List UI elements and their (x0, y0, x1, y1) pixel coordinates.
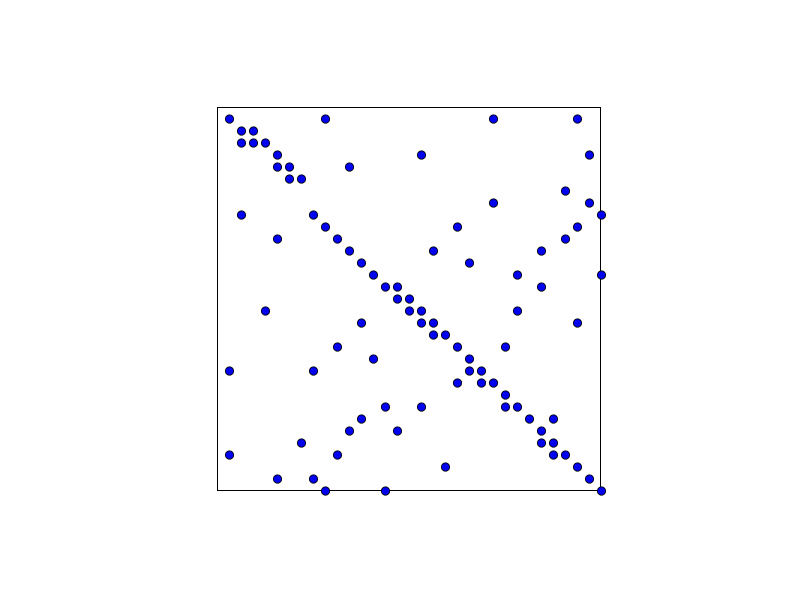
data-point-16 (368, 270, 379, 280)
data-point-80 (344, 426, 355, 436)
data-point-11 (308, 210, 319, 220)
data-point-47 (572, 114, 583, 124)
data-point-81 (392, 426, 403, 436)
data-point-72 (368, 354, 379, 364)
data-point-83 (332, 450, 343, 460)
data-point-86 (272, 474, 283, 484)
data-point-58 (560, 234, 571, 244)
data-point-14 (344, 246, 355, 256)
data-point-4 (248, 138, 259, 148)
data-point-23 (416, 318, 427, 328)
data-point-82 (296, 438, 307, 448)
data-point-88 (320, 486, 331, 496)
data-point-44 (596, 486, 607, 496)
data-point-45 (320, 114, 331, 124)
data-point-36 (524, 414, 535, 424)
data-point-29 (464, 366, 475, 376)
data-point-49 (344, 162, 355, 172)
data-point-35 (512, 402, 523, 412)
data-point-6 (272, 150, 283, 160)
data-point-48 (416, 150, 427, 160)
data-point-69 (572, 318, 583, 328)
data-point-31 (476, 378, 487, 388)
data-point-64 (596, 270, 607, 280)
data-point-28 (464, 354, 475, 364)
data-point-70 (332, 342, 343, 352)
data-points (224, 114, 607, 496)
data-point-62 (464, 258, 475, 268)
data-point-24 (428, 318, 439, 328)
data-point-22 (416, 306, 427, 316)
data-point-61 (536, 246, 547, 256)
data-point-63 (512, 270, 523, 280)
data-point-1 (236, 126, 247, 136)
data-point-85 (440, 462, 451, 472)
data-point-52 (488, 198, 499, 208)
data-point-33 (500, 390, 511, 400)
data-point-13 (332, 234, 343, 244)
data-point-67 (512, 306, 523, 316)
data-point-76 (380, 402, 391, 412)
data-point-73 (224, 366, 235, 376)
data-point-2 (248, 126, 259, 136)
data-point-30 (476, 366, 487, 376)
data-point-57 (572, 222, 583, 232)
data-point-42 (572, 462, 583, 472)
data-point-39 (548, 438, 559, 448)
data-point-54 (596, 210, 607, 220)
data-point-7 (272, 162, 283, 172)
data-point-79 (548, 414, 559, 424)
data-point-5 (260, 138, 271, 148)
data-point-38 (536, 438, 547, 448)
data-point-68 (356, 318, 367, 328)
data-point-32 (488, 378, 499, 388)
data-point-20 (404, 294, 415, 304)
data-point-51 (560, 186, 571, 196)
data-point-74 (308, 366, 319, 376)
data-point-37 (536, 426, 547, 436)
data-point-40 (548, 450, 559, 460)
data-point-53 (584, 198, 595, 208)
data-point-15 (356, 258, 367, 268)
data-point-55 (236, 210, 247, 220)
data-point-75 (452, 378, 463, 388)
data-point-59 (272, 234, 283, 244)
data-point-43 (584, 474, 595, 484)
data-point-9 (284, 174, 295, 184)
data-point-60 (428, 246, 439, 256)
data-point-87 (308, 474, 319, 484)
data-point-0 (224, 114, 235, 124)
data-point-50 (584, 150, 595, 160)
data-point-21 (404, 306, 415, 316)
data-point-10 (296, 174, 307, 184)
data-point-3 (236, 138, 247, 148)
data-point-65 (536, 282, 547, 292)
data-point-71 (500, 342, 511, 352)
data-point-46 (488, 114, 499, 124)
data-point-89 (380, 486, 391, 496)
data-point-56 (452, 222, 463, 232)
data-point-8 (284, 162, 295, 172)
data-point-77 (416, 402, 427, 412)
data-point-12 (320, 222, 331, 232)
data-point-17 (380, 282, 391, 292)
data-point-66 (260, 306, 271, 316)
data-point-41 (560, 450, 571, 460)
data-point-26 (440, 330, 451, 340)
data-point-34 (500, 402, 511, 412)
data-point-27 (452, 342, 463, 352)
data-point-78 (356, 414, 367, 424)
data-point-18 (392, 282, 403, 292)
data-point-25 (428, 330, 439, 340)
data-point-84 (224, 450, 235, 460)
data-point-19 (392, 294, 403, 304)
